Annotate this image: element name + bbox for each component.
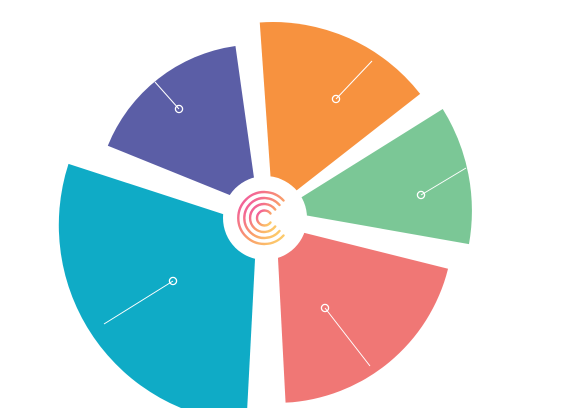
leader-marker-red — [320, 303, 330, 313]
leader-marker-purple — [174, 104, 184, 114]
leader-marker-orange — [331, 94, 341, 104]
segment-teal — [58, 163, 257, 408]
segment-purple — [107, 45, 258, 207]
leader-line-purple — [154, 81, 180, 110]
c-maze-logo-icon — [237, 190, 285, 246]
center-hub-circle — [223, 176, 307, 260]
segment-red — [276, 225, 449, 403]
center-hub — [223, 176, 307, 260]
segment-green — [279, 109, 472, 245]
leader-marker-teal — [168, 276, 178, 286]
leader-line-teal — [103, 280, 174, 325]
leader-line-green — [420, 167, 467, 196]
leader-line-red — [324, 307, 371, 367]
leader-line-orange — [335, 60, 373, 100]
leader-marker-green — [416, 190, 426, 200]
segment-orange — [259, 22, 421, 209]
